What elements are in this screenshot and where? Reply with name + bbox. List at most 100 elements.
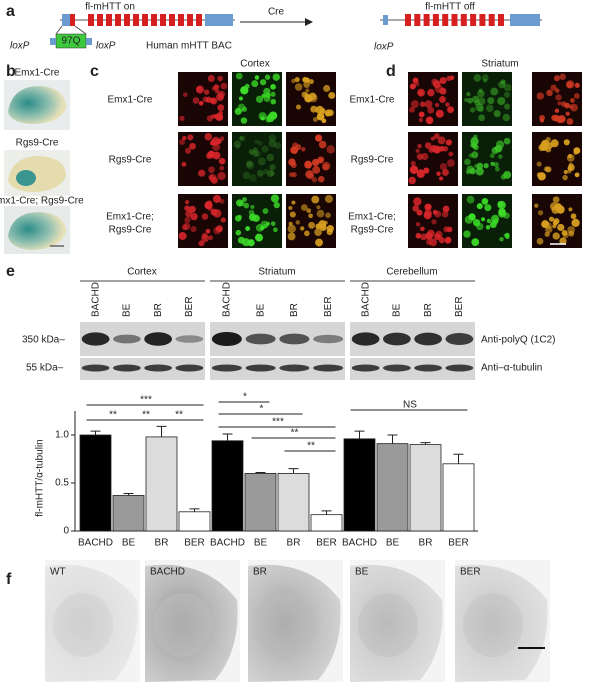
cell <box>287 224 296 233</box>
cell <box>467 97 474 104</box>
band <box>245 333 276 345</box>
significance-label: ** <box>307 441 315 452</box>
y-axis-label: fl-mHTT/α-tubulin <box>35 439 46 516</box>
cell <box>288 205 293 211</box>
cell <box>573 150 578 155</box>
cell <box>503 137 511 145</box>
band <box>211 332 242 346</box>
cell <box>474 163 479 169</box>
exon <box>479 14 486 26</box>
exon <box>498 14 504 26</box>
exon <box>414 14 421 26</box>
cell <box>415 232 422 239</box>
cell <box>260 79 267 86</box>
cell <box>442 146 449 152</box>
cell <box>239 135 246 142</box>
x-tick-label: BER <box>316 538 337 549</box>
cell <box>423 167 430 174</box>
exon <box>423 14 430 26</box>
cell <box>274 142 282 149</box>
error-bar <box>387 434 398 444</box>
cell <box>474 99 481 106</box>
section <box>45 564 138 682</box>
cell <box>409 106 415 113</box>
cell <box>201 213 209 220</box>
cell <box>313 159 320 166</box>
region-label: Striatum <box>258 267 295 278</box>
panel-label: a <box>6 3 15 20</box>
cell <box>410 100 419 108</box>
cell <box>181 224 188 231</box>
cell <box>563 139 570 146</box>
bar <box>79 434 112 532</box>
band <box>279 333 310 345</box>
band <box>414 332 443 346</box>
cell <box>209 140 215 146</box>
cell <box>243 202 250 209</box>
lane-label: BACHD <box>360 282 371 317</box>
error-bar <box>90 430 101 435</box>
exon <box>451 14 458 26</box>
lane-label: BE <box>122 303 133 317</box>
cell <box>431 219 437 225</box>
bar <box>442 463 475 532</box>
cell <box>409 83 416 90</box>
panel-label: c <box>90 63 99 80</box>
cell <box>473 74 482 82</box>
cell <box>499 236 504 242</box>
cell <box>490 87 499 96</box>
exon <box>432 14 439 26</box>
cell <box>181 161 187 167</box>
cell <box>439 163 448 171</box>
cell <box>318 140 327 149</box>
cell <box>552 224 557 229</box>
band <box>313 364 344 372</box>
band <box>112 364 141 372</box>
panel-label: d <box>386 63 396 80</box>
band <box>382 332 411 346</box>
cell <box>262 168 269 175</box>
cell <box>258 112 267 121</box>
cell <box>198 100 204 106</box>
panel-title: Striatum <box>481 59 518 70</box>
band <box>175 335 204 343</box>
cell <box>471 238 480 247</box>
bar <box>145 436 178 532</box>
y-tick-label: 1.0 <box>55 430 69 441</box>
x-tick-label: BE <box>386 538 400 549</box>
cell <box>481 74 489 82</box>
cell <box>303 81 310 88</box>
cell <box>290 146 297 154</box>
cell <box>469 167 476 175</box>
cell <box>242 197 247 202</box>
genotype-label: Rgs9-Cre <box>109 155 152 166</box>
cell <box>421 152 429 161</box>
cell <box>563 169 568 175</box>
cell <box>315 223 322 230</box>
cell <box>305 170 314 179</box>
construct-label: fl-mHTT on <box>85 2 135 13</box>
section-inner <box>53 593 113 657</box>
construct-label: fl-mHTT off <box>425 2 475 13</box>
cell <box>266 153 275 162</box>
cell <box>261 93 266 98</box>
bac-label: Human mHTT BAC <box>146 41 232 52</box>
exon <box>178 14 184 26</box>
section <box>455 564 548 682</box>
cell <box>241 106 248 112</box>
cell <box>185 199 190 205</box>
cell <box>256 169 264 177</box>
cell <box>289 211 296 218</box>
cell <box>545 225 553 234</box>
significance-label: NS <box>403 400 417 411</box>
cell <box>548 216 555 222</box>
error-bar <box>123 493 134 496</box>
cell <box>483 163 489 169</box>
exon <box>470 14 477 26</box>
bar <box>244 472 277 532</box>
cell <box>550 84 557 91</box>
cell <box>546 89 553 97</box>
exon <box>97 14 103 26</box>
cell <box>179 139 185 145</box>
cell <box>410 160 416 166</box>
